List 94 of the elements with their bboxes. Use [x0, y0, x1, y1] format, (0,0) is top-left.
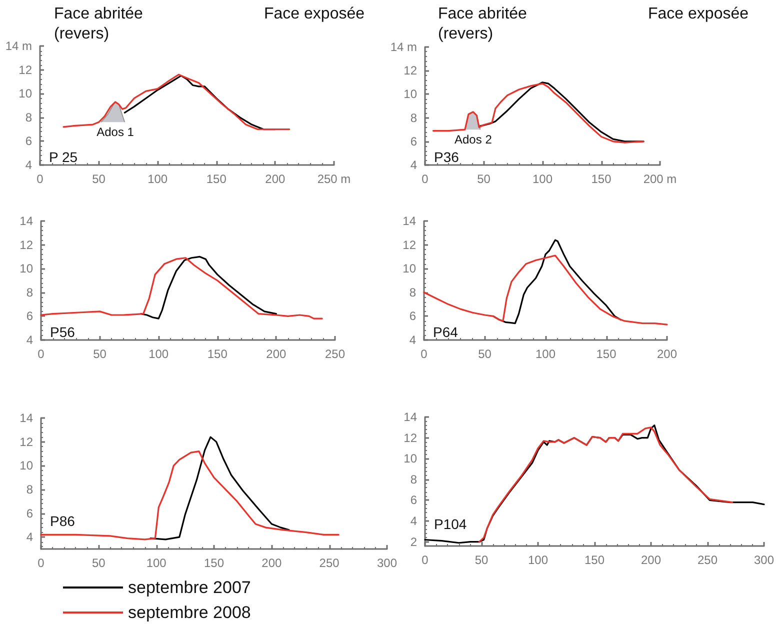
x-tick-label: 50 [92, 172, 106, 186]
y-tick-label: 12 [20, 238, 34, 252]
x-tick-label: 0 [420, 347, 428, 361]
text: P86 [50, 513, 76, 529]
x-tick-label: 250 [319, 556, 340, 570]
y-tick-label: 12 [404, 430, 418, 445]
y-tick-label: 14 [402, 214, 416, 228]
x-tick-label: 0 [422, 172, 429, 186]
text: Face exposée [264, 6, 365, 22]
x-tick-label: 100 [532, 172, 553, 186]
text: P104 [434, 516, 467, 532]
y-tick-label: 14 m [390, 40, 417, 54]
x-tick-label: 150 [204, 556, 224, 570]
x-tick-label: 200 [265, 172, 286, 186]
x-tick-label: 250 m [317, 172, 351, 186]
x-tick-label: 50 [92, 556, 106, 570]
y-tick-label: 14 m [5, 39, 32, 53]
y-tick-label: 6 [409, 309, 416, 324]
x-tick-label: 100 [528, 553, 548, 567]
y-tick-label: 14 [404, 410, 418, 424]
y-tick-label: 12 [404, 64, 418, 78]
y-tick-label: 8 [410, 110, 418, 125]
y-tick-label: 6 [410, 134, 418, 148]
y-tick-label: 14 [20, 411, 34, 425]
y-tick-label: 8 [26, 285, 34, 300]
x-tick-label: 250 [324, 347, 346, 361]
x-tick-label: 200 [640, 553, 662, 567]
text: Face exposée [648, 6, 749, 22]
x-tick-label: 100 [535, 347, 556, 361]
y-tick-label: 6 [26, 506, 34, 520]
line-series [432, 82, 644, 144]
y-tick-label: 12 [20, 434, 34, 449]
x-tick-label: 50 [93, 347, 107, 361]
x-tick-label: 200 m [643, 172, 677, 186]
x-tick-label: 100 [148, 347, 169, 361]
x-tick-label: 0 [422, 553, 429, 567]
y-tick-label: 8 [26, 482, 34, 496]
x-tick-label: 250 [697, 553, 718, 567]
line-series [423, 254, 668, 326]
y-tick-label: 8 [25, 110, 32, 124]
legend-label: septembre 2008 [128, 603, 251, 622]
x-tick-label: 0 [38, 556, 45, 570]
line-series [40, 450, 340, 540]
annotation: Ados 1 [96, 125, 134, 140]
x-tick-label: 0 [38, 347, 45, 361]
x-tick-label: 200 [266, 347, 287, 361]
y-tick-label: 4 [409, 333, 416, 347]
y-tick-label: 10 [404, 87, 418, 102]
y-tick-label: 2 [410, 534, 418, 549]
y-tick-label: 6 [26, 309, 34, 324]
text: Face abritée (revers) [54, 6, 144, 42]
x-tick-label: 300 [376, 556, 398, 570]
x-tick-label: 50 [474, 553, 488, 567]
x-tick-label: 150 [206, 172, 227, 186]
y-tick-label: 8 [410, 472, 418, 486]
x-tick-label: 100 [146, 556, 167, 570]
x-tick-label: 100 [148, 172, 168, 186]
line-series [478, 426, 734, 543]
y-tick-label: 6 [410, 493, 418, 508]
x-tick-label: 150 [596, 347, 617, 361]
text: P56 [50, 324, 76, 340]
x-tick-label: 200 [262, 556, 282, 570]
x-tick-label: 150 [207, 347, 228, 361]
y-tick-label: 12 [18, 62, 32, 77]
y-tick-label: 6 [25, 134, 32, 148]
y-tick-label: 4 [26, 530, 34, 544]
y-tick-label: 8 [409, 285, 416, 300]
y-tick-label: 10 [404, 452, 418, 466]
y-tick-label: 4 [26, 333, 34, 347]
line-series [150, 436, 290, 540]
x-tick-label: 300 [754, 553, 774, 567]
line-series [40, 257, 323, 320]
x-tick-label: 200 [656, 347, 678, 361]
annotation: Ados 2 [454, 132, 492, 147]
y-tick-label: 4 [25, 158, 32, 172]
legend-label: septembre 2007 [128, 578, 251, 597]
text: P 25 [49, 149, 78, 165]
text: P36 [434, 149, 460, 165]
y-tick-label: 4 [410, 158, 418, 172]
x-tick-label: 0 [36, 172, 44, 186]
y-tick-label: 10 [20, 262, 34, 276]
text: Face abritée (revers) [438, 6, 528, 42]
y-tick-label: 10 [402, 262, 416, 276]
line-series [140, 256, 277, 320]
y-tick-label: 10 [20, 458, 34, 473]
x-tick-label: 150 [584, 553, 605, 567]
x-tick-label: 150 [591, 172, 612, 186]
x-tick-label: 50 [478, 347, 492, 361]
y-tick-label: 4 [410, 514, 418, 528]
y-tick-label: 10 [18, 86, 32, 101]
y-tick-label: 12 [402, 238, 416, 252]
x-tick-label: 50 [477, 172, 491, 186]
text: P64 [433, 324, 458, 340]
y-tick-label: 14 [20, 214, 34, 228]
